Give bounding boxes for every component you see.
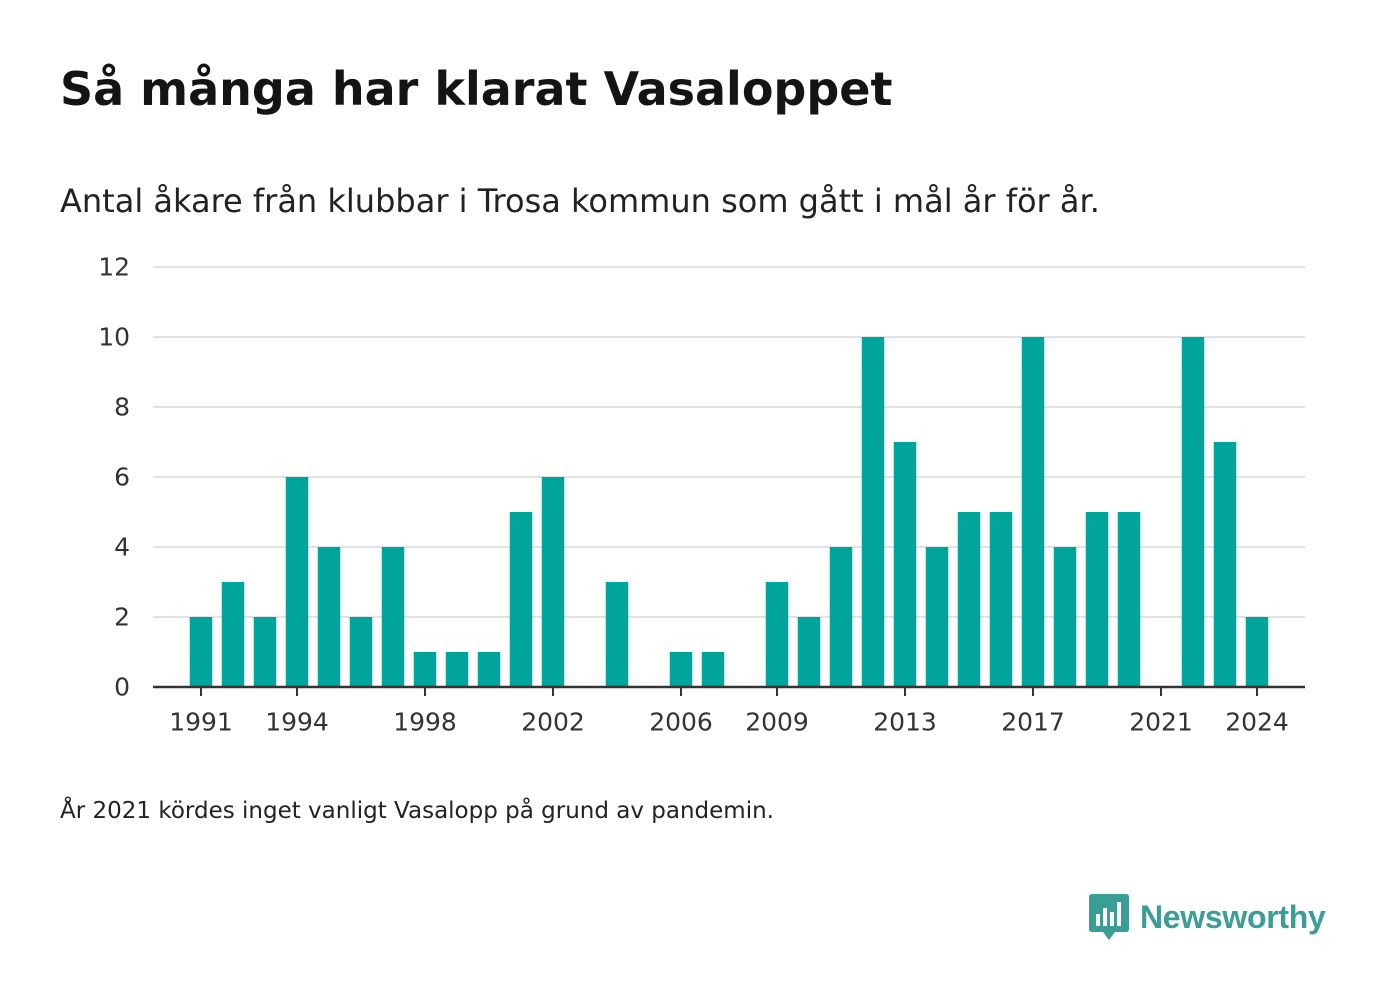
brand-name: Newsworthy <box>1140 898 1326 935</box>
bar-2018 <box>1053 547 1077 687</box>
footnote: År 2021 kördes inget vanligt Vasalopp på… <box>60 798 774 824</box>
newsworthy-brand[interactable]: Newsworthy <box>1088 890 1326 944</box>
y-axis-labels: 0 2 4 6 8 10 12 <box>98 253 130 702</box>
x-tick-label-1994: 1994 <box>265 708 329 737</box>
y-tick-label-8: 8 <box>114 393 130 422</box>
bar-2000 <box>477 652 501 687</box>
bar-2007 <box>701 652 725 687</box>
x-tick-label-2009: 2009 <box>745 708 809 737</box>
x-tick-label-2021: 2021 <box>1129 708 1193 737</box>
bar-2019 <box>1085 512 1109 687</box>
bar-1992 <box>221 582 245 687</box>
bar-2006 <box>669 652 693 687</box>
bar-2016 <box>989 512 1013 687</box>
chart-title: Så många har klarat Vasaloppet <box>60 62 893 116</box>
bar-2009 <box>765 582 789 687</box>
bar-2024 <box>1245 617 1269 687</box>
bar-chart: 0 2 4 6 8 10 12 1991 1994 1998 2002 2006 2009 2013 20… <box>98 253 1305 737</box>
x-axis <box>153 685 1305 696</box>
bar-2001 <box>509 512 533 687</box>
chart-subtitle: Antal åkare från klubbar i Trosa kommun … <box>60 182 1100 220</box>
y-tick-label-6: 6 <box>114 463 130 492</box>
gridlines <box>153 266 1305 618</box>
bar-2017 <box>1021 337 1045 687</box>
bar-2013 <box>893 442 917 687</box>
x-tick-label-2024: 2024 <box>1225 708 1289 737</box>
x-axis-labels: 1991 1994 1998 2002 2006 2009 2013 2017 2021 2024 <box>169 708 1289 737</box>
bar-2002 <box>541 477 565 687</box>
bar-2022 <box>1181 337 1205 687</box>
x-tick-label-1991: 1991 <box>169 708 233 737</box>
y-tick-label-12: 12 <box>98 253 130 282</box>
x-tick-label-2017: 2017 <box>1001 708 1065 737</box>
x-tick-label-1998: 1998 <box>393 708 457 737</box>
x-tick-label-2013: 2013 <box>873 708 937 737</box>
x-tick-label-2002: 2002 <box>521 708 585 737</box>
bar-2010 <box>797 617 821 687</box>
bar-2020 <box>1117 512 1141 687</box>
bar-1995 <box>317 547 341 687</box>
bar-2015 <box>957 512 981 687</box>
bar-2014 <box>925 547 949 687</box>
bar-1999 <box>445 652 469 687</box>
newsworthy-logo-icon <box>1089 894 1129 940</box>
bar-2012 <box>861 337 885 687</box>
bar-1994 <box>285 477 309 687</box>
y-tick-label-2: 2 <box>114 603 130 632</box>
bar-1996 <box>349 617 373 687</box>
bar-2023 <box>1213 442 1237 687</box>
bar-1998 <box>413 652 437 687</box>
bars <box>189 337 1269 687</box>
bar-2004 <box>605 582 629 687</box>
bar-1993 <box>253 617 277 687</box>
bar-1997 <box>381 547 405 687</box>
x-tick-label-2006: 2006 <box>649 708 713 737</box>
bar-1991 <box>189 617 213 687</box>
bar-2011 <box>829 547 853 687</box>
y-tick-label-0: 0 <box>114 673 130 702</box>
y-tick-label-10: 10 <box>98 323 130 352</box>
y-tick-label-4: 4 <box>114 533 130 562</box>
